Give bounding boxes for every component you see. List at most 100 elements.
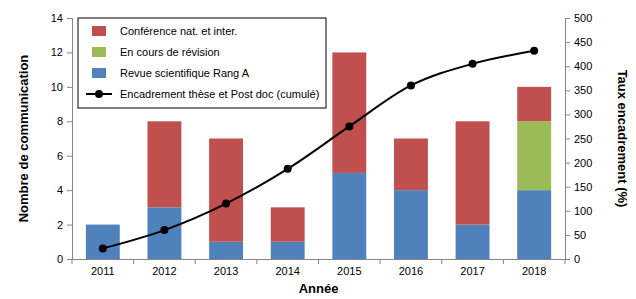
tick-mark bbox=[565, 66, 570, 67]
tick-mark bbox=[67, 87, 72, 88]
tick: 2015 bbox=[337, 259, 361, 277]
tick: 0 bbox=[565, 253, 580, 265]
bar bbox=[147, 121, 181, 207]
tick-label: 2018 bbox=[522, 265, 546, 277]
tick: 2011 bbox=[91, 259, 115, 277]
chart: 2011 2012 2013 2014 2015 2016 2017 2018 0 2 4 6 8 10 1… bbox=[0, 0, 636, 299]
bar bbox=[332, 52, 366, 173]
legend-label: Encadrement thèse et Post doc (cumulé) bbox=[120, 88, 319, 100]
tick-label: 2014 bbox=[275, 265, 299, 277]
legend-label: Revue scientifique Rang A bbox=[120, 67, 250, 79]
legend-label: En cours de révision bbox=[120, 46, 220, 58]
tick-label: 4 bbox=[57, 184, 63, 196]
legend-swatch bbox=[92, 47, 106, 57]
bar bbox=[517, 190, 551, 259]
y-axis: 0 2 4 6 8 10 12 14 bbox=[51, 12, 73, 265]
tick-mark bbox=[565, 187, 570, 188]
tick-label: 100 bbox=[574, 205, 592, 217]
tick: 4 bbox=[57, 184, 72, 196]
bar bbox=[86, 225, 120, 259]
tick-label: 2015 bbox=[337, 265, 361, 277]
tick-label: 450 bbox=[574, 36, 592, 48]
bar bbox=[517, 87, 551, 121]
tick-label: 14 bbox=[51, 12, 63, 24]
tick-label: 0 bbox=[57, 253, 63, 265]
tick: 300 bbox=[565, 108, 592, 120]
marker bbox=[407, 81, 415, 89]
bar bbox=[209, 242, 243, 259]
x-axis: 2011 2012 2013 2014 2015 2016 2017 2018 bbox=[72, 259, 566, 277]
tick: 14 bbox=[51, 12, 72, 24]
tick-mark bbox=[565, 90, 570, 91]
tick-label: 2011 bbox=[91, 265, 115, 277]
tick: 50 bbox=[565, 229, 586, 241]
bar bbox=[86, 224, 120, 225]
tick-mark bbox=[565, 42, 570, 43]
legend-frame bbox=[78, 18, 326, 108]
category-separator bbox=[256, 259, 257, 264]
tick: 2017 bbox=[460, 259, 484, 277]
tick: 2012 bbox=[152, 259, 176, 277]
tick-mark bbox=[67, 225, 72, 226]
tick-label: 300 bbox=[574, 108, 592, 120]
tick-mark bbox=[67, 259, 72, 260]
y2-axis: 0 50 100 150 200 250 300 350 400 450 500 bbox=[565, 12, 592, 265]
tick-mark bbox=[67, 52, 72, 53]
tick-label: 150 bbox=[574, 181, 592, 193]
tick-label: 400 bbox=[574, 60, 592, 72]
tick: 0 bbox=[57, 253, 72, 265]
tick: 6 bbox=[57, 150, 72, 162]
tick-mark bbox=[67, 156, 72, 157]
tick: 2018 bbox=[522, 259, 546, 277]
tick: 200 bbox=[565, 157, 592, 169]
marker bbox=[284, 165, 292, 173]
tick-mark bbox=[565, 114, 570, 115]
axis-line bbox=[566, 19, 571, 260]
tick-mark bbox=[67, 18, 72, 19]
tick-label: 2017 bbox=[460, 265, 484, 277]
tick: 12 bbox=[51, 46, 72, 58]
tick: 10 bbox=[51, 81, 72, 93]
tick-label: 2012 bbox=[152, 265, 176, 277]
tick: 500 bbox=[565, 12, 592, 24]
marker bbox=[469, 60, 477, 68]
tick: 350 bbox=[565, 84, 592, 96]
tick-mark bbox=[565, 18, 570, 19]
tick-mark bbox=[565, 235, 570, 236]
tick-mark bbox=[67, 190, 72, 191]
bar bbox=[517, 121, 551, 190]
tick-mark bbox=[565, 211, 570, 212]
legend-swatch bbox=[92, 26, 106, 36]
legend: Conférence nat. et inter.En cours de rév… bbox=[78, 18, 326, 108]
y-axis-title: Nombre de communication bbox=[16, 55, 31, 223]
x-axis-title: Année bbox=[299, 281, 339, 296]
category-separator bbox=[195, 259, 196, 264]
bar bbox=[394, 139, 428, 191]
marker bbox=[99, 244, 107, 252]
tick: 2 bbox=[57, 219, 72, 231]
tick-label: 8 bbox=[57, 115, 63, 127]
legend-marker bbox=[95, 90, 103, 98]
bar bbox=[456, 121, 490, 224]
bar bbox=[271, 242, 305, 259]
tick-mark bbox=[565, 259, 570, 260]
y2-axis-title: Taux encadrement (%) bbox=[615, 70, 630, 208]
legend-swatch bbox=[92, 68, 106, 78]
tick: 250 bbox=[565, 133, 592, 145]
tick-label: 350 bbox=[574, 84, 592, 96]
bar bbox=[456, 225, 490, 259]
bar bbox=[209, 139, 243, 242]
tick-label: 250 bbox=[574, 133, 592, 145]
bar bbox=[332, 173, 366, 259]
tick-mark bbox=[67, 121, 72, 122]
category-separator bbox=[503, 259, 504, 264]
category-separator bbox=[318, 259, 319, 264]
bar bbox=[394, 190, 428, 259]
tick: 150 bbox=[565, 181, 592, 193]
tick: 2013 bbox=[214, 259, 238, 277]
axis-line bbox=[67, 19, 73, 260]
tick-label: 0 bbox=[574, 253, 580, 265]
tick: 2016 bbox=[399, 259, 423, 277]
category-separator bbox=[441, 259, 442, 264]
tick-label: 500 bbox=[574, 12, 592, 24]
